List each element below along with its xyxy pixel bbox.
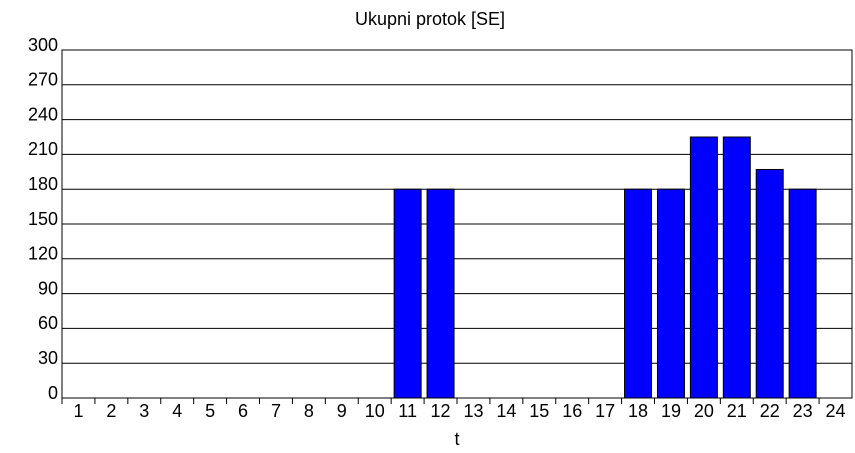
bar — [393, 188, 422, 399]
y-tick-label: 60 — [38, 313, 58, 333]
x-tick-label: 1 — [73, 401, 83, 421]
x-tick-label: 17 — [595, 401, 615, 421]
x-tick-label: 23 — [793, 401, 813, 421]
y-tick-label: 120 — [28, 244, 58, 264]
x-axis-label: t — [454, 429, 459, 449]
x-tick-label: 6 — [238, 401, 248, 421]
x-tick-label: 20 — [694, 401, 714, 421]
x-tick-label: 24 — [826, 401, 846, 421]
y-tick-label: 240 — [28, 104, 58, 124]
x-tick-label: 8 — [304, 401, 314, 421]
x-tick-label: 7 — [271, 401, 281, 421]
x-tick-label: 14 — [496, 401, 516, 421]
bar — [656, 188, 685, 399]
x-tick-label: 3 — [139, 401, 149, 421]
y-tick-label: 30 — [38, 348, 58, 368]
y-tick-label: 180 — [28, 174, 58, 194]
x-tick-label: 13 — [463, 401, 483, 421]
x-tick-label: 16 — [562, 401, 582, 421]
x-tick-label: 4 — [172, 401, 182, 421]
x-tick-label: 11 — [398, 401, 417, 421]
x-tick-label: 9 — [337, 401, 347, 421]
bar — [722, 136, 751, 399]
y-tick-label: 0 — [48, 383, 58, 403]
x-tick-label: 22 — [760, 401, 780, 421]
y-tick-label: 150 — [28, 209, 58, 229]
y-tick-label: 210 — [28, 139, 58, 159]
x-tick-label: 12 — [431, 401, 451, 421]
x-tick-label: 5 — [205, 401, 215, 421]
y-tick-label: 90 — [38, 278, 58, 298]
y-tick-label: 270 — [28, 70, 58, 90]
x-tick-label: 18 — [628, 401, 648, 421]
x-tick-label: 2 — [106, 401, 116, 421]
x-tick-label: 19 — [661, 401, 681, 421]
x-tick-label: 21 — [727, 401, 747, 421]
chart-title: Ukupni protok [SE] — [355, 9, 505, 29]
bar — [788, 188, 817, 399]
x-tick-label: 15 — [529, 401, 549, 421]
x-tick-label: 10 — [365, 401, 385, 421]
bar — [624, 188, 653, 399]
y-tick-label: 300 — [28, 35, 58, 55]
bar — [755, 168, 784, 399]
bar — [426, 188, 455, 399]
bar — [689, 136, 718, 399]
